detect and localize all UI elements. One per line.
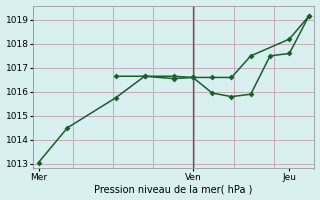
- X-axis label: Pression niveau de la mer( hPa ): Pression niveau de la mer( hPa ): [94, 184, 253, 194]
